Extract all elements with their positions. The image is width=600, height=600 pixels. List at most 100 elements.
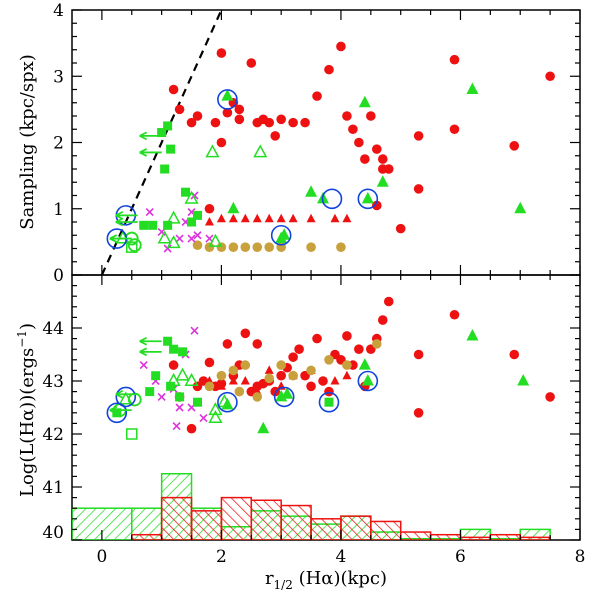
data-point — [270, 131, 281, 141]
data-point — [216, 381, 226, 390]
x-axis-label-rest: (Hα)(kpc) — [293, 568, 387, 589]
data-point — [377, 315, 388, 325]
bottom-panel-frame — [71, 274, 581, 541]
data-point — [342, 331, 352, 341]
data-point — [312, 333, 322, 344]
y-tick-label: 40 — [42, 523, 64, 543]
data-point — [517, 374, 530, 386]
data-point — [163, 336, 173, 346]
top-panel-frame — [71, 9, 581, 276]
data-point — [276, 114, 286, 125]
data-point — [324, 64, 334, 75]
data-point — [178, 347, 188, 357]
data-point — [318, 376, 328, 386]
bottom-y-axis-label: Log(L(Hα))(ergs−1) — [15, 323, 38, 497]
bottom-panel: 40 41 42 43 44 0 2 4 6 8 Log(L(Hα))(ergs−1) r1/2 … — [15, 274, 585, 592]
data-point — [192, 111, 203, 121]
data-point — [216, 213, 226, 223]
data-point — [234, 114, 245, 125]
data-point — [413, 349, 424, 360]
y-tick-label: 41 — [42, 478, 64, 498]
data-point — [281, 387, 294, 399]
data-point — [210, 117, 221, 128]
data-point — [208, 233, 223, 247]
data-point — [545, 392, 555, 402]
data-point — [305, 185, 318, 197]
data-point — [348, 124, 358, 135]
histogram-bar — [310, 518, 342, 540]
data-point — [228, 365, 239, 376]
data-point — [514, 201, 527, 214]
x-tick-label: 4 — [336, 547, 347, 567]
data-point — [234, 386, 245, 397]
bottom-panel-ticks — [72, 274, 581, 541]
data-point — [264, 213, 274, 223]
data-point — [252, 392, 263, 402]
data-point — [240, 360, 251, 370]
data-point — [157, 392, 166, 401]
data-point — [545, 71, 555, 82]
data-point — [228, 213, 238, 223]
data-point — [204, 242, 215, 252]
data-point — [205, 144, 220, 158]
data-point — [342, 111, 352, 121]
bottom-panel-tick-labels: 40 41 42 43 44 0 2 4 6 8 — [42, 319, 585, 567]
data-point — [166, 381, 176, 391]
data-point — [187, 234, 196, 243]
data-point — [372, 200, 382, 211]
data-point — [342, 360, 352, 370]
data-point — [163, 121, 173, 131]
top-y-axis-label: Sampling (kpc/spx) — [17, 54, 38, 230]
data-point — [253, 144, 268, 158]
data-point — [222, 107, 233, 118]
histogram-bar — [519, 536, 551, 540]
histogram-bar — [429, 533, 462, 540]
data-point — [186, 117, 197, 128]
data-point — [166, 144, 176, 154]
data-point — [204, 217, 214, 226]
data-point — [330, 213, 340, 223]
data-point — [366, 111, 376, 121]
data-point — [168, 360, 179, 370]
data-point — [184, 190, 199, 204]
top-panel: 0 1 2 3 4 Sampling (kpc/spx) — [17, 1, 581, 286]
data-point — [204, 357, 215, 368]
data-point — [115, 386, 137, 408]
data-point — [383, 164, 394, 174]
data-point — [208, 410, 223, 424]
data-point — [300, 117, 310, 128]
data-point — [127, 238, 142, 253]
data-point — [312, 91, 322, 101]
data-point — [175, 392, 185, 402]
data-point — [217, 391, 238, 413]
data-point — [288, 370, 298, 381]
x-tick-label: 0 — [96, 547, 107, 567]
data-point — [264, 117, 275, 128]
data-point — [413, 408, 424, 418]
data-point — [193, 397, 203, 407]
data-point — [324, 386, 334, 397]
data-point — [264, 365, 274, 374]
data-point — [413, 184, 424, 194]
data-point — [228, 376, 238, 385]
y-tick-label: 43 — [42, 372, 64, 392]
data-point — [228, 242, 239, 252]
data-point — [264, 373, 275, 384]
data-point — [276, 213, 286, 223]
data-point — [169, 344, 179, 354]
data-point — [449, 124, 460, 135]
data-point — [175, 234, 184, 243]
data-point — [145, 207, 154, 217]
data-point — [372, 144, 382, 154]
data-point — [288, 213, 298, 223]
data-point — [252, 339, 263, 349]
data-point — [240, 328, 251, 339]
data-point — [336, 41, 346, 52]
bottom-panel-histograms — [72, 473, 551, 540]
data-point — [358, 358, 371, 370]
data-point — [288, 352, 298, 362]
y-tick-label: 3 — [53, 67, 64, 87]
histogram-bar — [190, 510, 223, 540]
upper-limit-arrow — [139, 347, 162, 357]
data-point — [227, 201, 240, 214]
